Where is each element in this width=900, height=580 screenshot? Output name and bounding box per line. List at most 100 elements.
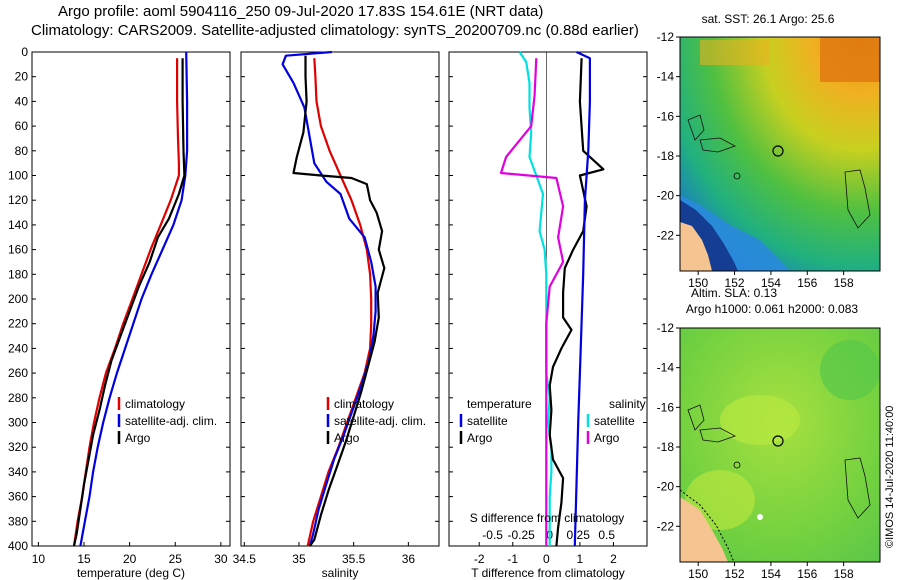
depth-tick-label: 80 — [15, 144, 29, 158]
series-line-satellite-adj-clim — [281, 50, 377, 547]
sla-map-subtitle: Argo h1000: 0.061 h2000: 0.083 — [686, 302, 858, 316]
depth-tick-label: 380 — [8, 514, 28, 528]
map-y-tick-label: -12 — [657, 30, 675, 44]
sst-map-frame — [679, 36, 881, 272]
x-tick-label: 25 — [169, 552, 183, 566]
map-y-tick-label: -12 — [657, 321, 675, 335]
map-y-tick-label: -22 — [657, 519, 675, 533]
figure-title-line1: Argo profile: aoml 5904116_250 09-Jul-20… — [58, 3, 544, 20]
depth-tick-label: 140 — [8, 218, 28, 232]
temperature-profile-plot: 10 15 20 25 30 — [32, 51, 230, 566]
depth-tick-label: 40 — [15, 94, 29, 108]
x-tick-label: -2 — [474, 552, 485, 566]
depth-tick-label: 160 — [8, 243, 28, 257]
temperature-plot-frame — [31, 51, 231, 547]
t-difference-axis-label: T difference from climatology — [471, 566, 625, 580]
depth-tick-label: 100 — [8, 169, 28, 183]
map-y-tick-label: -14 — [657, 361, 675, 375]
s-x-tick-label: -0.5 — [482, 528, 503, 542]
depth-tick-label: 300 — [8, 416, 28, 430]
s-difference-axis-label: S difference from climatology — [470, 511, 625, 525]
x-tick-label: -1 — [507, 552, 518, 566]
legend-label-argo: Argo — [334, 431, 360, 445]
map-x-tick-label: 150 — [688, 567, 708, 580]
sla-white-dot — [757, 514, 763, 520]
x-tick-label: 35.5 — [342, 552, 366, 566]
sla-low-patch — [820, 340, 880, 400]
sla-high-patch — [720, 395, 800, 445]
depth-tick-label: 320 — [8, 440, 28, 454]
map-y-tick-label: -18 — [657, 149, 675, 163]
map-x-tick-label: 158 — [834, 276, 854, 290]
series-line-climatology — [306, 58, 373, 547]
difference-profile-plot: -2 -1 0 1 2-0.5 -0.25 0 0.25 0.5 — [449, 51, 647, 566]
depth-tick-label: 220 — [8, 317, 28, 331]
depth-axis: 0 20 40 60 80 100 120 140 160 180 200 220 240 260 280 3… — [8, 45, 28, 553]
depth-tick-label: 280 — [8, 391, 28, 405]
depth-tick-label: 60 — [15, 119, 29, 133]
sst-map — [680, 37, 880, 271]
depth-tick-label: 400 — [8, 539, 28, 553]
x-tick-label: 30 — [214, 552, 228, 566]
sst-argo-position-marker — [772, 145, 784, 157]
legend-header-salinity: salinity — [609, 397, 646, 411]
map-y-tick-label: -16 — [657, 400, 675, 414]
s-x-tick-label: -0.25 — [507, 528, 535, 542]
legend-label-t-satellite: satellite — [467, 414, 508, 428]
map-x-tick-label: 156 — [797, 276, 817, 290]
x-tick-label: 34.5 — [233, 552, 257, 566]
series-line-salinity-satellite — [573, 51, 591, 547]
map-x-tick-label: 154 — [761, 276, 781, 290]
legend-label-s-satellite: satellite — [594, 414, 635, 428]
x-tick-label: 20 — [123, 552, 137, 566]
sla-reef-contours — [687, 404, 871, 519]
sst-land — [680, 222, 712, 271]
legend-label-climatology: climatology — [334, 397, 394, 411]
x-tick-label: 0 — [543, 552, 550, 566]
salinity-legend: climatology satellite-adj. clim. Argo — [326, 397, 426, 445]
x-tick-label: 15 — [77, 552, 91, 566]
legend-label-satellite: satellite-adj. clim. — [334, 414, 426, 428]
sla-land — [680, 497, 728, 562]
legend-label-climatology: climatology — [125, 397, 185, 411]
sla-map — [680, 328, 880, 562]
figure-title-line2: Climatology: CARS2009. Satellite-adjuste… — [31, 22, 639, 39]
depth-tick-label: 120 — [8, 193, 28, 207]
map-y-tick-label: -16 — [657, 109, 675, 123]
x-tick-label: 36 — [402, 552, 416, 566]
map-y-tick-label: -20 — [657, 189, 675, 203]
sla-small-island — [733, 461, 741, 469]
series-line-salinity-argo — [499, 58, 565, 546]
map-y-tick-label: -22 — [657, 228, 675, 242]
series-line-argo — [72, 58, 186, 547]
x-tick-label: 35 — [292, 552, 306, 566]
x-tick-label: 2 — [610, 552, 617, 566]
sst-map-title: sat. SST: 26.1 Argo: 25.6 — [702, 12, 835, 26]
depth-tick-label: 0 — [21, 45, 28, 59]
x-tick-label: 1 — [577, 552, 584, 566]
sla-map-axes: -12 -14 -16 -18 -20 -22 150 152 154 156 158 — [657, 321, 854, 580]
depth-tick-label: 240 — [8, 341, 28, 355]
legend-label-satellite: satellite-adj. clim. — [125, 414, 217, 428]
sst-warm-patch — [820, 37, 880, 82]
temperature-legend: climatology satellite-adj. clim. Argo — [117, 397, 217, 445]
copyright-stamp: ©IMOS 14-Jul-2020 11:40:00 — [884, 406, 896, 548]
depth-tick-label: 180 — [8, 267, 28, 281]
legend-label-t-argo: Argo — [467, 431, 493, 445]
map-x-tick-label: 156 — [797, 567, 817, 580]
series-line-argo — [292, 55, 386, 547]
sla-map-frame — [679, 327, 881, 563]
legend-label-s-argo: Argo — [594, 431, 620, 445]
map-y-tick-label: -14 — [657, 70, 675, 84]
depth-tick-label: 200 — [8, 292, 28, 306]
s-x-tick-label: 0.25 — [567, 528, 591, 542]
difference-legend: temperature satellite Argo salinity sate… — [459, 397, 646, 445]
x-tick-label: 10 — [32, 552, 46, 566]
map-y-tick-label: -20 — [657, 480, 675, 494]
sst-reef-contours — [687, 114, 871, 229]
s-x-tick-label: 0.5 — [598, 528, 615, 542]
map-x-tick-label: 152 — [725, 276, 745, 290]
map-x-tick-label: 150 — [688, 276, 708, 290]
map-x-tick-label: 152 — [725, 567, 745, 580]
